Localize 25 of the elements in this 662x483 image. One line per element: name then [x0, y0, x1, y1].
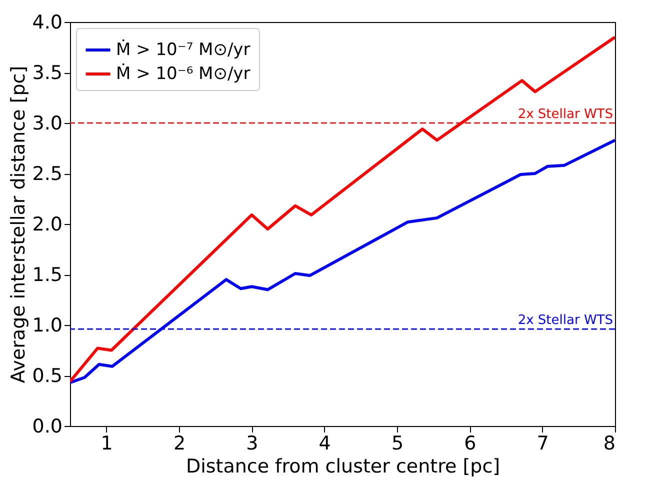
legend-label: Ṁ > 10⁻⁶ M⊙/yr [116, 63, 250, 84]
ref-line-label: 2x Stellar WTS [518, 107, 613, 122]
y-tick-label: 1.5 [32, 264, 62, 286]
y-tick-label: 2.0 [32, 214, 62, 236]
y-tick-label: 1.0 [32, 314, 62, 336]
y-tick-label: 2.5 [32, 163, 62, 185]
x-tick-label: 1 [100, 432, 113, 454]
y-tick-label: 3.5 [32, 62, 62, 84]
y-tick-label: 0.0 [32, 416, 62, 438]
y-tick-label: 0.5 [32, 365, 62, 387]
x-tick-label: 7 [536, 432, 549, 454]
legend-label: Ṁ > 10⁻⁷ M⊙/yr [116, 39, 250, 60]
x-tick-label: 3 [246, 432, 258, 454]
y-tick-label: 4.0 [32, 12, 62, 34]
x-tick-label: 6 [464, 432, 476, 454]
x-axis-title: Distance from cluster centre [pc] [186, 456, 500, 478]
y-axis-title: Average interstellar distance [pc] [7, 66, 30, 384]
line-series [70, 36, 615, 384]
ref-line-label: 2x Stellar WTS [518, 313, 613, 328]
x-tick-label: 8 [603, 432, 616, 454]
x-tick-label: 5 [391, 432, 404, 454]
y-tick-label: 3.0 [32, 112, 62, 134]
line-series [70, 138, 615, 384]
x-tick-label: 2 [173, 432, 186, 454]
x-tick-label: 4 [318, 432, 331, 454]
